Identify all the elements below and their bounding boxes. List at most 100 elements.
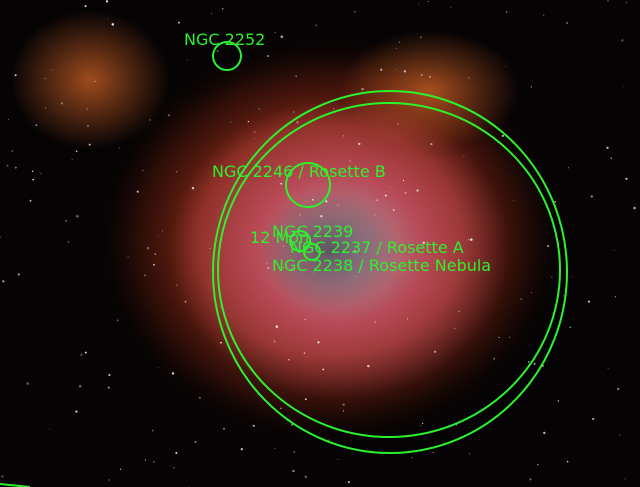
star xyxy=(508,336,510,338)
annotation-label: 12 Mon xyxy=(250,228,309,247)
star xyxy=(254,137,255,139)
star xyxy=(551,276,553,279)
star xyxy=(421,422,424,425)
star xyxy=(293,451,296,453)
star xyxy=(501,134,504,137)
star xyxy=(463,155,465,157)
star xyxy=(610,157,613,159)
star xyxy=(633,206,636,210)
star xyxy=(392,209,395,211)
star xyxy=(547,244,550,248)
star xyxy=(167,114,171,117)
nebula-wisp xyxy=(10,10,170,150)
star xyxy=(0,236,1,239)
star xyxy=(513,200,515,202)
star xyxy=(29,199,32,202)
annotation-label: NGC 2246 / Rosette B xyxy=(212,162,386,181)
star xyxy=(171,372,175,375)
star xyxy=(433,350,437,354)
star xyxy=(273,340,276,343)
star xyxy=(151,429,154,432)
star xyxy=(153,461,155,463)
star xyxy=(94,80,96,83)
star xyxy=(75,150,78,153)
star xyxy=(493,357,496,360)
star xyxy=(543,431,546,435)
star xyxy=(613,250,615,251)
star xyxy=(419,36,422,39)
star xyxy=(108,373,111,377)
star xyxy=(71,159,73,161)
star xyxy=(6,164,9,167)
marker-circle xyxy=(303,243,321,261)
star xyxy=(142,169,144,172)
star xyxy=(374,214,376,216)
star xyxy=(88,143,91,146)
star xyxy=(614,296,617,298)
star xyxy=(606,146,609,149)
star xyxy=(288,359,290,361)
star xyxy=(107,386,110,389)
marker-circle xyxy=(212,41,242,71)
star xyxy=(355,275,357,277)
star xyxy=(209,248,211,249)
star xyxy=(117,319,119,321)
star xyxy=(432,452,434,454)
annotation-label: NGC 2237 / Rosette A xyxy=(290,238,464,257)
star xyxy=(2,280,5,283)
star xyxy=(304,318,306,321)
star xyxy=(184,300,187,303)
star xyxy=(530,86,533,88)
star xyxy=(32,178,34,181)
star xyxy=(8,118,10,121)
star xyxy=(275,325,279,328)
star xyxy=(305,201,307,203)
star xyxy=(211,12,213,14)
star xyxy=(429,76,431,78)
star xyxy=(567,167,570,169)
star xyxy=(173,467,175,469)
nebula-core xyxy=(260,190,400,310)
star xyxy=(51,69,53,71)
star xyxy=(403,70,407,73)
star xyxy=(149,119,151,121)
star xyxy=(86,124,90,127)
star xyxy=(347,481,350,484)
star xyxy=(342,403,345,406)
star xyxy=(337,458,339,460)
star xyxy=(280,407,282,410)
star xyxy=(280,182,283,185)
star xyxy=(26,382,29,385)
star xyxy=(367,364,370,368)
star xyxy=(146,246,150,250)
star xyxy=(333,108,335,110)
star xyxy=(376,199,378,201)
star xyxy=(625,177,628,180)
star xyxy=(267,55,270,57)
star xyxy=(266,263,268,265)
star xyxy=(320,215,323,218)
star xyxy=(566,22,569,24)
annotation-label: NGC 2252 xyxy=(184,30,265,49)
star xyxy=(299,213,302,216)
star xyxy=(283,267,285,269)
star xyxy=(624,478,626,480)
star xyxy=(374,321,377,323)
star xyxy=(303,352,306,354)
star xyxy=(592,417,595,421)
star xyxy=(222,427,226,430)
star xyxy=(107,17,109,19)
star xyxy=(291,423,293,426)
star xyxy=(337,204,339,206)
star xyxy=(176,171,178,173)
star xyxy=(315,24,317,26)
star xyxy=(194,441,197,443)
star xyxy=(607,367,609,369)
star xyxy=(304,398,307,401)
marker-circle xyxy=(289,230,311,252)
star xyxy=(105,0,109,3)
star xyxy=(242,43,245,45)
star xyxy=(258,107,260,110)
star xyxy=(398,41,401,43)
star xyxy=(422,241,425,245)
